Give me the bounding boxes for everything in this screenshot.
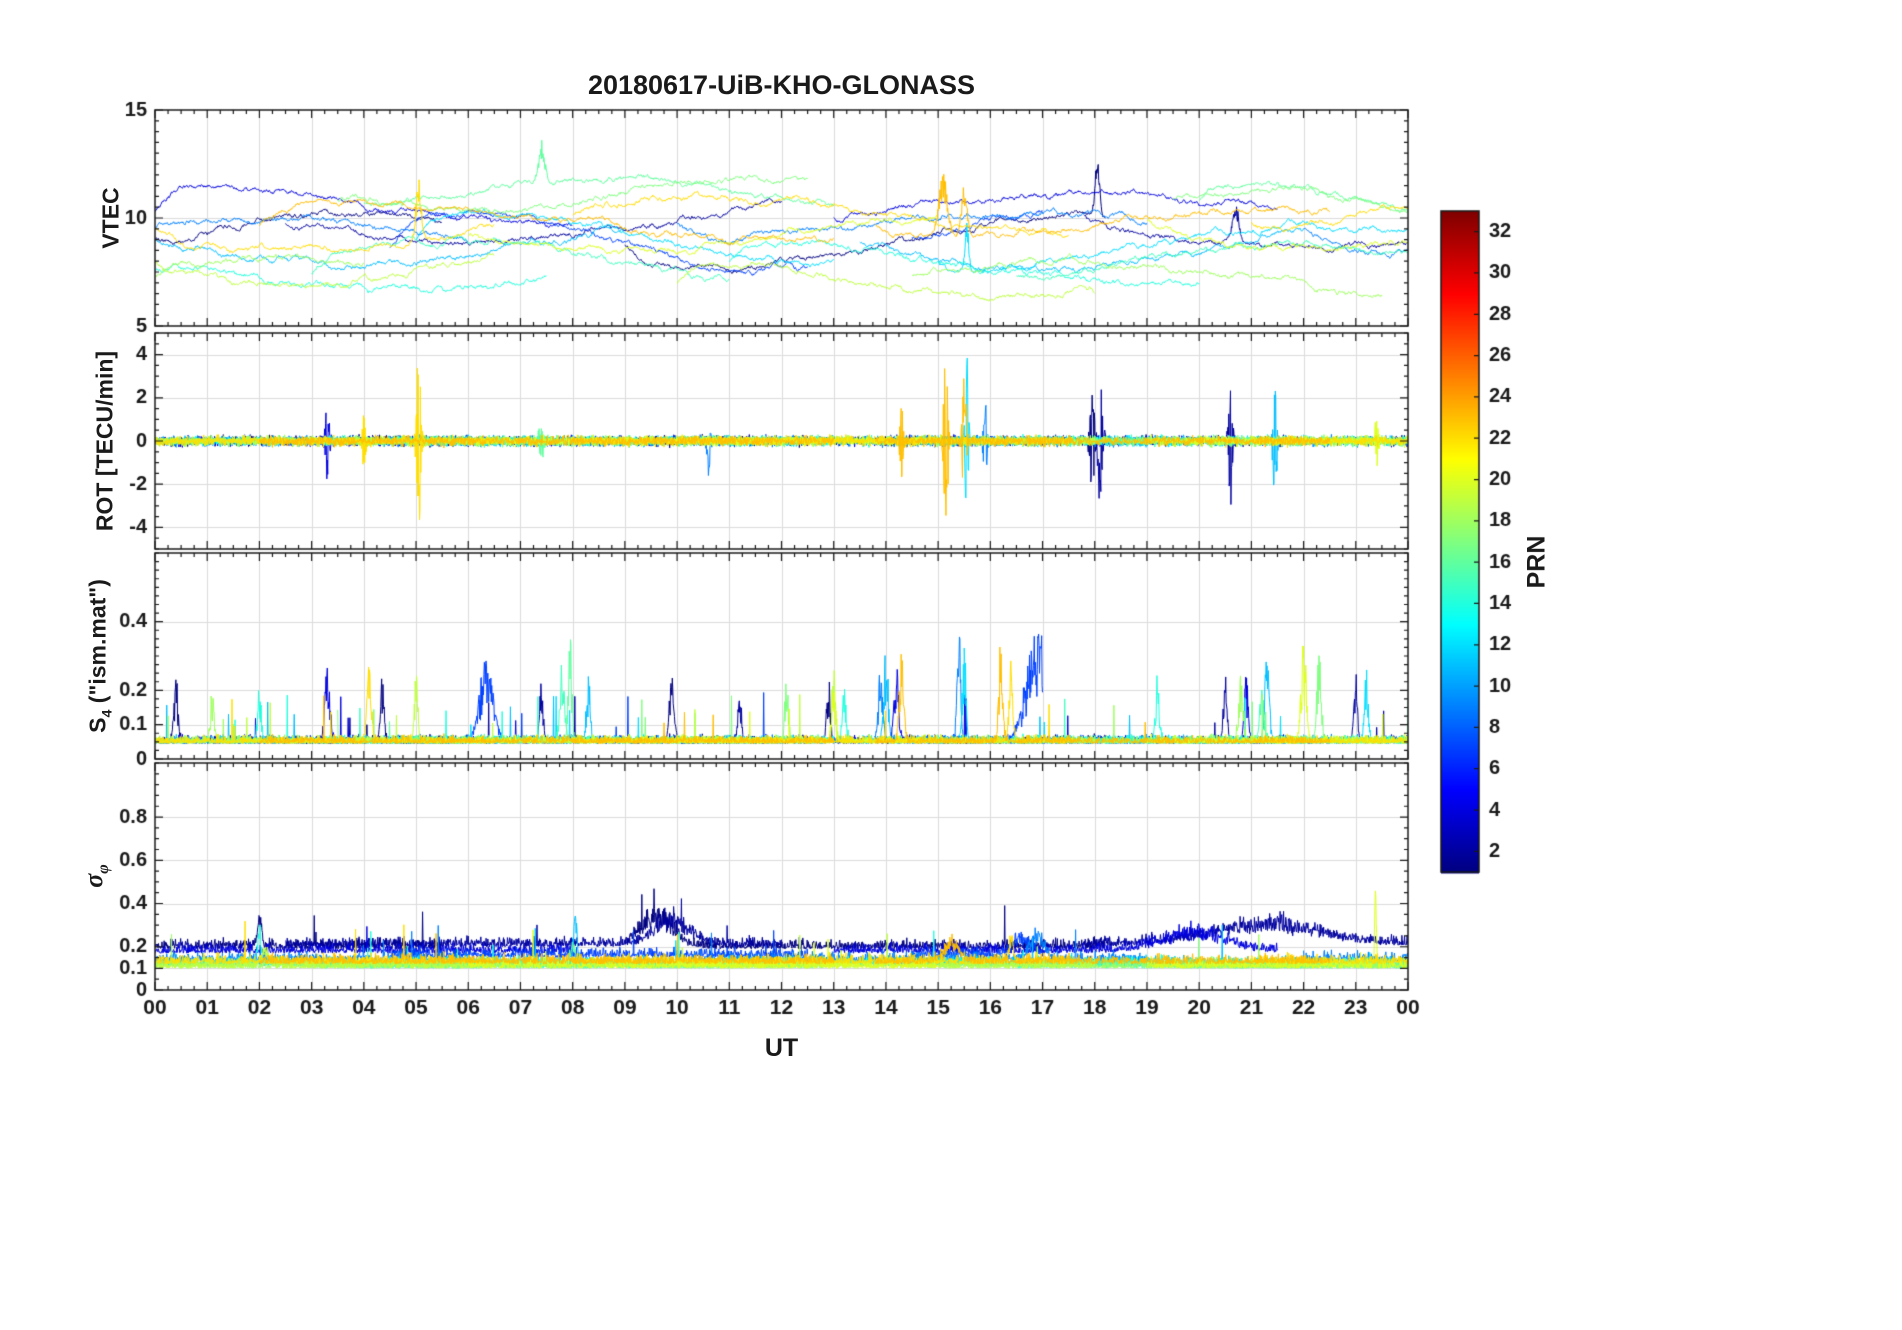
ylabel-s4-main: S: [84, 717, 111, 733]
ylabel-s4: S4 ("ism.mat"): [85, 579, 116, 733]
ylabel-rot-text: ROT [TECU/min]: [91, 350, 118, 532]
ylabel-vtec: VTEC: [98, 187, 125, 248]
ylabel-sigma-phi: σφ: [79, 864, 113, 887]
ylabel-sigma-sub: φ: [95, 864, 113, 874]
colorbar-label: PRN: [1522, 535, 1551, 589]
ylabel-s4-sub: 4: [99, 709, 116, 718]
ylabel-vtec-text: VTEC: [97, 187, 124, 249]
ylabel-sigma-main: σ: [78, 873, 108, 888]
ylabel-s4-rest: ("ism.mat"): [84, 579, 111, 710]
chart-title: 20180617-UiB-KHO-GLONASS: [587, 70, 976, 100]
ylabel-rot: ROT [TECU/min]: [92, 351, 119, 531]
xlabel: UT: [764, 1034, 799, 1062]
